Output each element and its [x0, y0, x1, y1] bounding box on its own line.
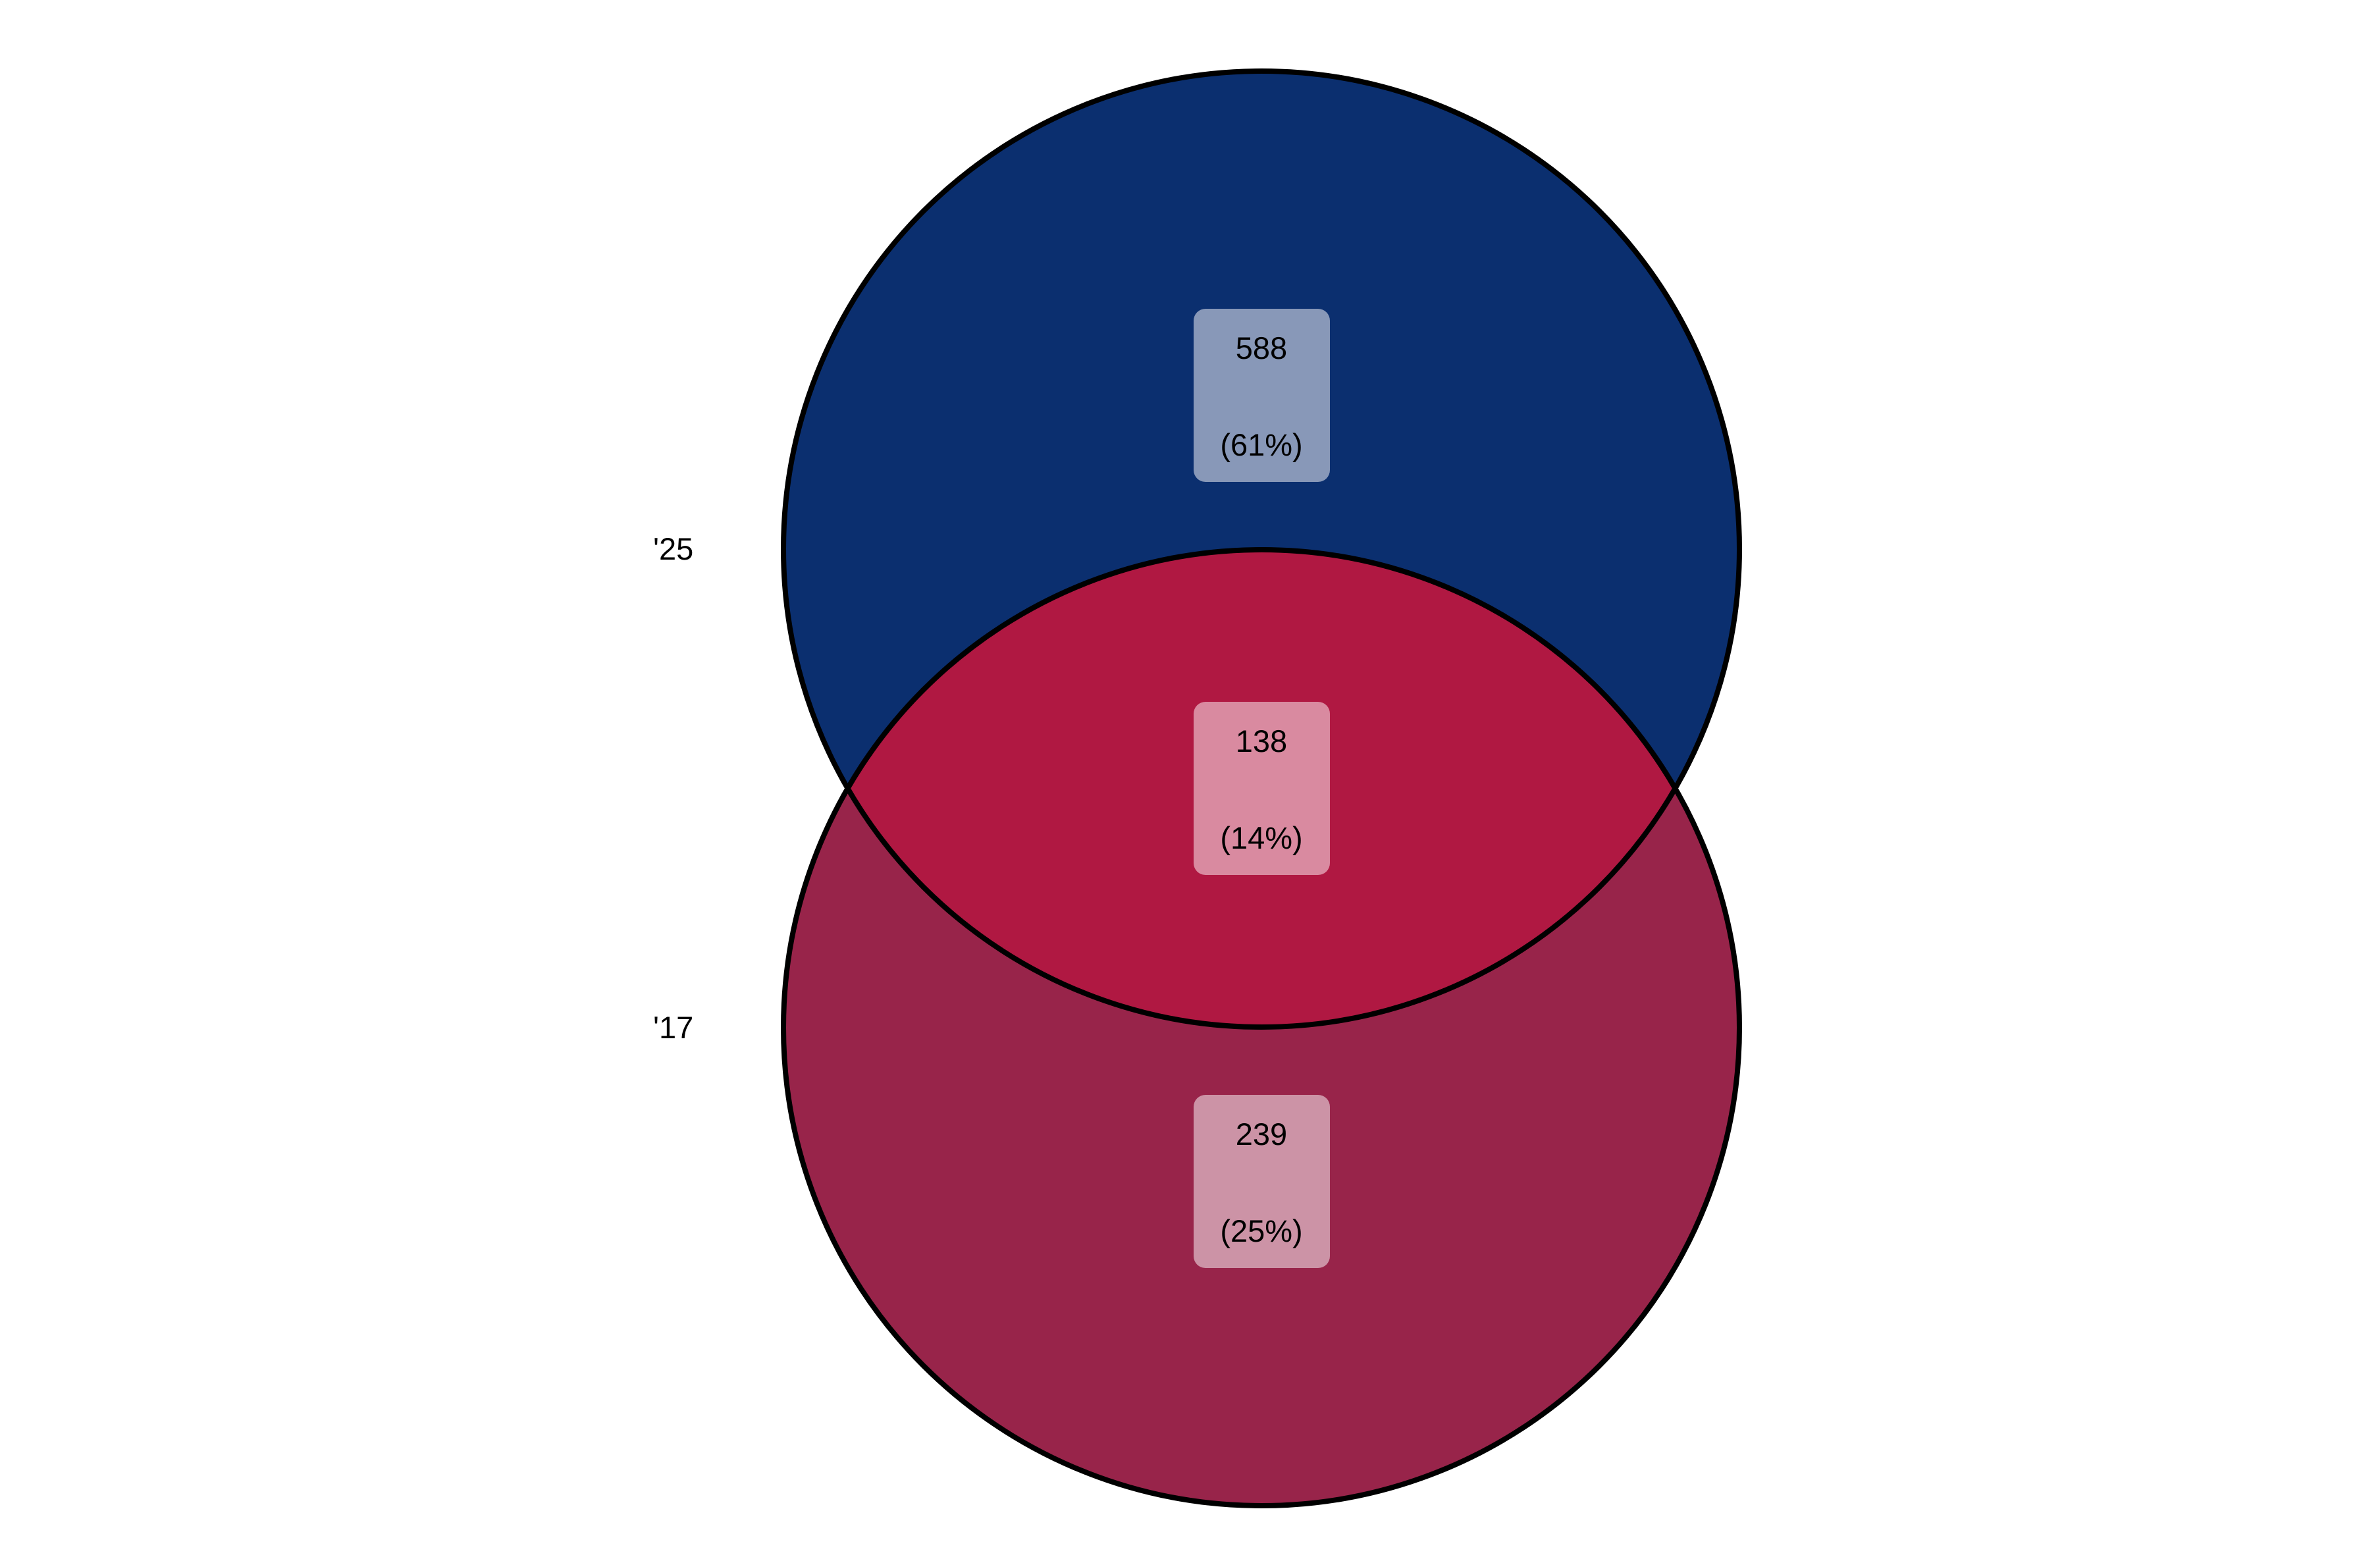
intersection-region: [783, 550, 1739, 1027]
region-count: 138: [1236, 724, 1287, 758]
region-count: 588: [1236, 331, 1287, 365]
region-percent: (61%): [1220, 427, 1302, 462]
set-label-17: '17: [653, 1010, 693, 1045]
region-label-17-only: 239 (25%): [1194, 1095, 1330, 1268]
region-label-box: [1194, 1095, 1330, 1268]
region-percent: (14%): [1220, 820, 1302, 855]
region-count: 239: [1236, 1117, 1287, 1151]
region-percent: (25%): [1220, 1213, 1302, 1248]
region-label-box: [1194, 309, 1330, 482]
region-label-25-only: 588 (61%): [1194, 309, 1330, 482]
set-outline-25: [781, 68, 1742, 1030]
set-outline-17: [781, 547, 1742, 1508]
region-label-both: 138 (14%): [1194, 702, 1330, 875]
region-label-box: [1194, 702, 1330, 875]
set-label-25: '25: [653, 531, 693, 566]
